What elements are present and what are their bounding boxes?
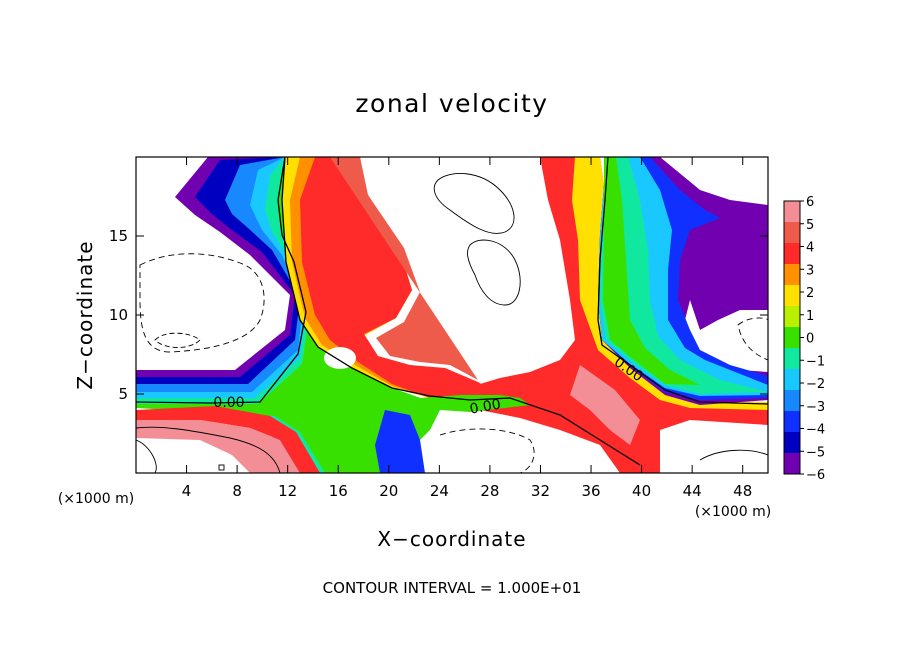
colorbar-swatch [784,411,800,433]
colorbar-swatch [784,453,800,475]
colorbar-label: 0 [806,332,814,347]
jet-lower-left-pos [136,406,320,473]
plume-center-pos5 [330,157,478,380]
colorbar-label: 5 [806,218,814,233]
colorbar-swatch [784,327,800,349]
zero-contour-left [136,157,307,404]
x-tick-label: 24 [430,482,449,500]
colorbar-label: −1 [806,354,825,369]
colorbar-label: −6 [806,468,825,483]
x-axis-label: X−coordinate [377,527,526,551]
dashed-contour-right [737,317,768,361]
colorbar-swatch [784,222,800,244]
colorbar: 6 5 4 3 2 1 0 −1 −2 −3 −4 −5 −6 [783,195,825,483]
colorbar-swatch [784,264,800,286]
colorbar-label: 4 [806,241,814,256]
y-tick-label: 10 [109,306,128,324]
x-axis-ticks: 4 8 12 16 20 24 28 32 36 40 44 48 [182,157,752,500]
jet-lower-left-pos6 [136,420,300,473]
x-tick-label: 44 [683,482,702,500]
closed-contour-upper1 [433,173,515,234]
y-tick-label: 15 [109,227,128,245]
x-tick-label: 36 [581,482,600,500]
colorbar-label: 2 [806,286,814,301]
mixed-centre-blue [375,410,425,473]
x-unit-right: (×1000 m) [695,504,771,520]
dashed-contour-lower-mid [439,428,535,473]
y-tick-label: 5 [118,385,128,403]
x-unit-left: (×1000 m) [58,491,134,507]
x-tick-label: 12 [278,482,297,500]
colorbar-swatch [784,243,800,265]
colorbar-swatch [784,432,800,454]
colorbar-swatch [784,369,800,391]
contour-lower-left2 [136,439,157,473]
colorbar-swatch [784,306,800,328]
x-tick-label: 16 [329,482,348,500]
x-tick-label: 8 [232,482,242,500]
colorbar-swatch [784,285,800,307]
plume-left-zero [136,157,420,473]
colorbar-label: −3 [806,400,825,415]
chart-title: zonal velocity [355,89,548,118]
x-tick-label: 40 [632,482,651,500]
colorbar-label: −2 [806,377,825,392]
colorbar-label: 6 [806,195,814,210]
contour-label-2: 0.00 [469,396,502,417]
x-tick-label: 20 [379,482,398,500]
colorbar-label: −4 [806,423,825,438]
colorbar-swatch [784,201,800,223]
x-tick-label: 32 [531,482,550,500]
plume-right-neg1 [600,157,768,394]
velocity-field [136,157,768,473]
colorbar-label: 3 [806,263,814,278]
colorbar-swatch [784,390,800,412]
contour-lower-left [136,426,281,473]
plume-center-pos4 [300,157,500,398]
contour-lower-right [699,449,768,461]
x-tick-label: 4 [182,482,192,500]
zero-contour-right [597,157,768,405]
x-tick-label: 28 [480,482,499,500]
y-axis-label: Z−coordinate [73,240,97,389]
contour-label-1: 0.00 [213,395,244,411]
colorbar-swatch [784,348,800,370]
y-axis-ticks: 5 10 15 [109,227,768,403]
plume-right-pos2 [572,157,768,410]
x-tick-label: 48 [733,482,752,500]
plume-right-pos6 [570,365,640,445]
colorbar-label: 1 [806,309,814,324]
zero-contour-left2 [281,157,641,466]
contour-interval-note: CONTOUR INTERVAL = 1.000E+01 [323,579,582,597]
dashed-contour-left [139,253,265,353]
white-bubble [324,347,356,369]
plume-right-zero [603,157,700,385]
closed-contour-upper2 [467,239,521,306]
dashed-contour-left-small [154,332,201,348]
small-box-marker [218,464,225,471]
mixed-centre-green [380,395,530,440]
colorbar-label: −5 [806,445,825,460]
